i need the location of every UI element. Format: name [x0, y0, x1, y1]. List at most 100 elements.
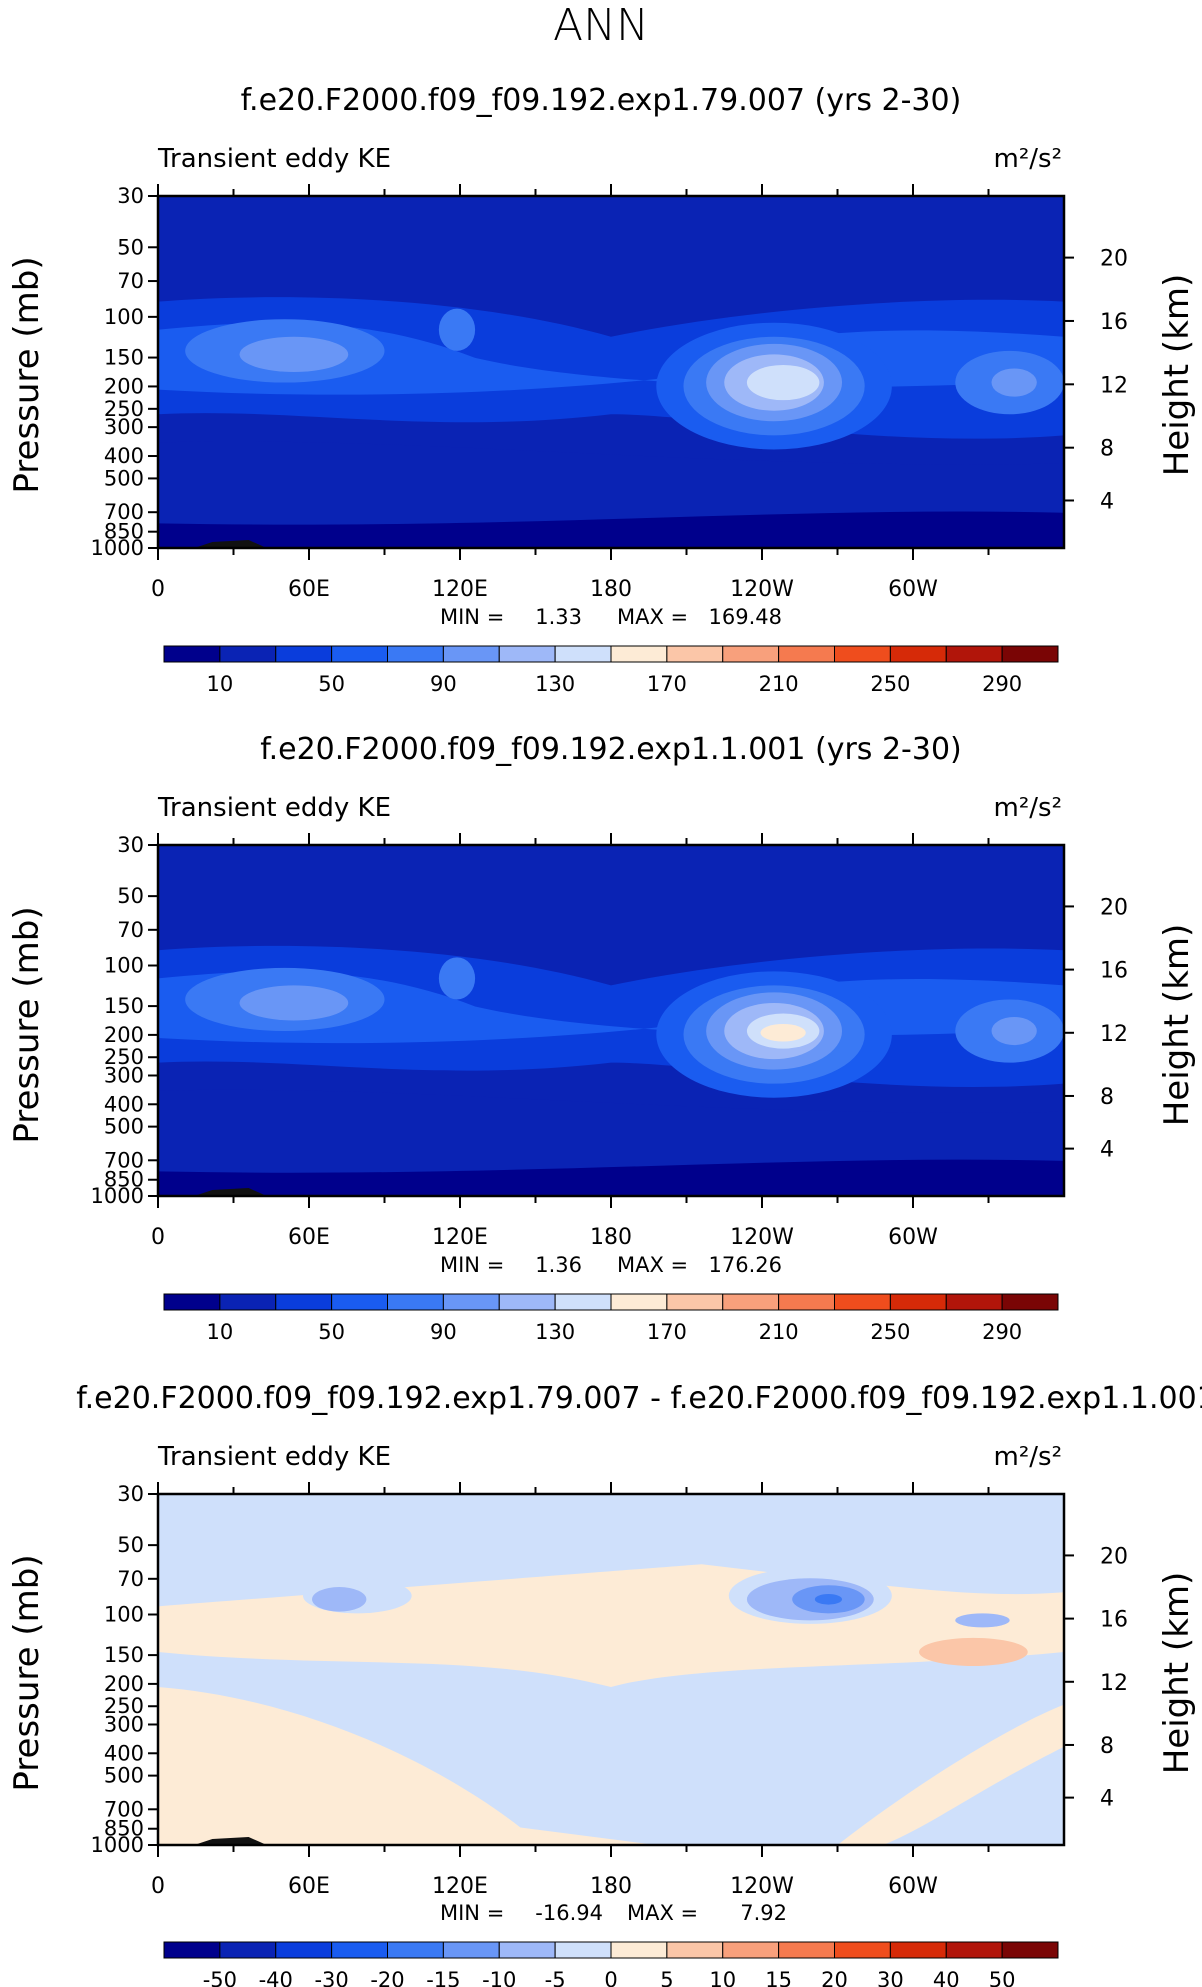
colorbar-swatch [163, 645, 221, 663]
colorbar-swatch [219, 645, 277, 663]
jet-core-pacific [760, 1024, 806, 1042]
colorbar-label: -30 [314, 1968, 348, 1987]
colorbar-label: 10 [207, 672, 234, 696]
panel-1-min-value: 1.33 [535, 605, 582, 629]
colorbar-label: 90 [430, 672, 457, 696]
lon-tick-label: 60E [288, 577, 330, 602]
contour-fill [158, 196, 1064, 548]
height-tick-label: 8 [1100, 437, 1114, 462]
colorbar-swatch [387, 1941, 444, 1959]
pressure-tick-label: 250 [104, 1045, 144, 1069]
lon-tick-label: 120W [730, 577, 794, 602]
colorbar-swatch [498, 1293, 556, 1311]
contour-fill [158, 1494, 1064, 1845]
height-tick-label: 4 [1100, 1787, 1114, 1812]
colorbar-swatch [331, 1293, 388, 1311]
colorbar-label: 170 [647, 672, 687, 696]
jet-core-asia [239, 985, 349, 1021]
colorbar-swatch [275, 1941, 333, 1959]
colorbar-swatch [275, 645, 333, 663]
colorbar-swatch [945, 1293, 1003, 1311]
colorbar-swatch [554, 645, 612, 663]
panel-1: f.e20.F2000.f09_f09.192.exp1.79.007 (yrs… [7, 83, 1197, 696]
panel-1-field-label: Transient eddy KE [157, 144, 391, 174]
pressure-tick-label: 400 [104, 1741, 144, 1765]
colorbar-swatch [889, 645, 947, 663]
colorbar-swatch [442, 1293, 500, 1311]
colorbar-swatch [778, 1293, 835, 1311]
colorbar-label: -50 [203, 1968, 237, 1987]
height-tick-label: 20 [1100, 247, 1128, 272]
jet-core-atlantic [991, 1016, 1037, 1046]
pressure-tick-label: 700 [104, 1797, 144, 1821]
colorbar-swatch [610, 1293, 668, 1311]
height-tick-label: 4 [1100, 1138, 1114, 1163]
colorbar-swatch [945, 645, 1003, 663]
panel-3-units: m²/s² [994, 1442, 1062, 1472]
colorbar-swatch [834, 1941, 891, 1959]
colorbar-swatch [778, 1941, 835, 1959]
contour-neg-atlantic [955, 1613, 1010, 1628]
colorbar-label: -20 [370, 1968, 404, 1987]
colorbar-swatch [945, 1941, 1003, 1959]
pressure-tick-label: 70 [117, 269, 144, 293]
panel-2: f.e20.F2000.f09_f09.192.exp1.1.001 (yrs … [7, 732, 1197, 1344]
pressure-tick-label: 700 [104, 500, 144, 524]
colorbar-label: 210 [759, 1320, 799, 1344]
panel-3: f.e20.F2000.f09_f09.192.exp1.79.007 - f.… [7, 1381, 1202, 1987]
lon-tick-label: 120W [730, 1225, 794, 1250]
pressure-tick-label: 700 [104, 1148, 144, 1172]
colorbar-swatch [498, 645, 556, 663]
panel-1-ylabel-right: Height (km) [1157, 274, 1197, 477]
panel-1-units: m²/s² [994, 144, 1062, 174]
colorbar-label: 130 [535, 1320, 575, 1344]
pressure-tick-label: 30 [117, 833, 144, 857]
colorbar-swatch [219, 1293, 277, 1311]
pressure-tick-label: 850 [104, 1168, 144, 1192]
height-tick-label: 12 [1100, 1671, 1128, 1696]
height-tick-label: 8 [1100, 1085, 1114, 1110]
colorbar-label: 50 [318, 1320, 345, 1344]
colorbar-label: 50 [318, 672, 345, 696]
colorbar-label: -40 [259, 1968, 293, 1987]
pressure-tick-label: 250 [104, 1694, 144, 1718]
pressure-tick-label: 30 [117, 184, 144, 208]
panel-1-colorbar: 10 50 90 130 170 210 250 290 [163, 645, 1059, 696]
lon-tick-label: 0 [151, 1225, 165, 1250]
lon-tick-label: 0 [151, 577, 165, 602]
jet-core-pacific [760, 375, 806, 394]
colorbar-swatch [778, 645, 835, 663]
pressure-tick-label: 50 [117, 235, 144, 259]
colorbar-label: -5 [545, 1968, 566, 1987]
surface-topography [194, 1837, 267, 1845]
colorbar-swatch [666, 1293, 724, 1311]
lon-tick-label: 60E [288, 1225, 330, 1250]
jet-core-asia [239, 336, 349, 372]
jet-core-atlantic [991, 368, 1037, 397]
height-tick-label: 16 [1100, 310, 1128, 335]
lon-tick-label: 0 [151, 1874, 165, 1899]
colorbar-swatch [834, 645, 891, 663]
colorbar-swatch [442, 1941, 500, 1959]
colorbar-label: 0 [604, 1968, 617, 1987]
colorbar-swatch [610, 1941, 668, 1959]
panel-3-ylabel: Pressure (mb) [7, 1554, 47, 1791]
colorbar-swatch [554, 1293, 612, 1311]
pressure-tick-label: 200 [104, 1672, 144, 1696]
pressure-tick-label: 400 [104, 1092, 144, 1116]
lon-tick-label: 120W [730, 1874, 794, 1899]
panel-3-min-label: MIN = [440, 1901, 504, 1925]
colorbar-label: -10 [482, 1968, 516, 1987]
panel-3-min-value: -16.94 [535, 1901, 603, 1925]
panel-3-ylabel-right: Height (km) [1157, 1572, 1197, 1775]
panel-3-max-value: 7.92 [740, 1901, 787, 1925]
pressure-tick-label: 500 [104, 1115, 144, 1139]
panel-3-max-label: MAX = [627, 1901, 698, 1925]
colorbar-swatch [387, 645, 444, 663]
colorbar-swatch [1001, 1941, 1059, 1959]
colorbar-swatch [554, 1941, 612, 1959]
lon-tick-label: 180 [590, 1874, 632, 1899]
pressure-tick-label: 100 [104, 305, 144, 329]
colorbar-swatch [722, 645, 780, 663]
contour-fill [158, 845, 1064, 1196]
